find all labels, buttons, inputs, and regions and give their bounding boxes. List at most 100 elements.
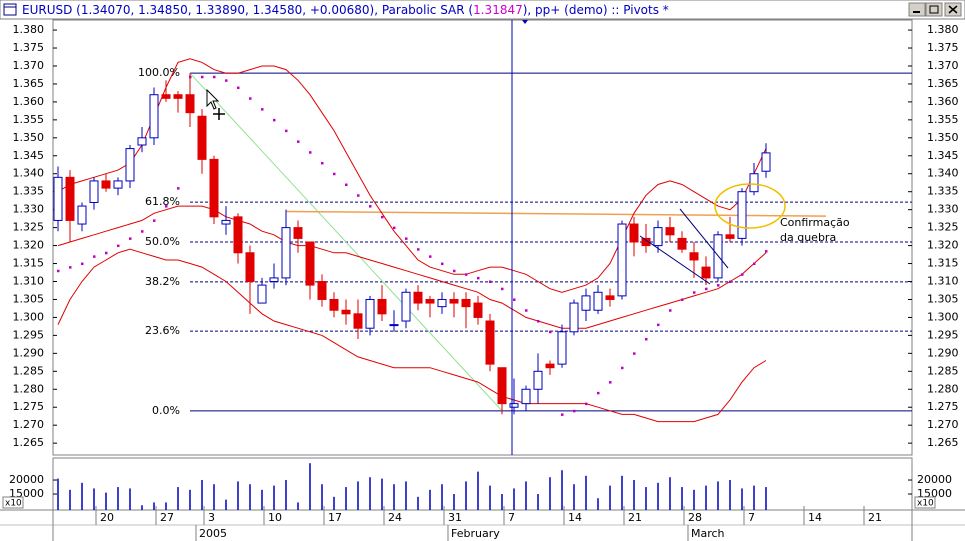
- y-tick-label-right: 1.310: [927, 275, 959, 288]
- sar-dot: [165, 205, 168, 208]
- sar-dot: [441, 262, 444, 266]
- x-tick-label: 3: [208, 511, 215, 524]
- sar-dot: [429, 255, 432, 258]
- candle-body: [413, 291, 423, 304]
- candle-body: [689, 252, 699, 261]
- candle-body: [245, 252, 255, 283]
- candle-body: [701, 266, 711, 279]
- month-label: February: [451, 527, 500, 540]
- sar-dot: [213, 75, 216, 79]
- candle-body: [677, 237, 687, 250]
- y-tick-label-left: 1.305: [13, 292, 45, 305]
- candle-body: [569, 302, 579, 333]
- candle-body: [641, 237, 651, 247]
- candle-body: [617, 223, 627, 297]
- sar-dot: [597, 391, 600, 395]
- y-tick-label-left: 1.285: [13, 364, 45, 377]
- candle-body: [137, 137, 147, 146]
- candle-body: [365, 298, 375, 329]
- sar-dot: [381, 215, 384, 219]
- fib-label: 100.0%: [138, 66, 180, 79]
- sar-dot: [729, 280, 732, 284]
- close-icon: [948, 5, 958, 14]
- sar-dot: [621, 366, 624, 370]
- x-tick-label: 20: [100, 511, 114, 524]
- y-tick-label-left: 1.365: [13, 77, 45, 90]
- sar-dot: [537, 320, 540, 323]
- x-tick-label: 17: [328, 511, 342, 524]
- y-tick-label-left: 1.310: [13, 275, 45, 288]
- bollinger-band: [57, 248, 767, 423]
- minimize-button[interactable]: [908, 2, 926, 17]
- cursor-marker: [522, 20, 528, 24]
- wedge-lower: [639, 235, 711, 285]
- bollinger-band: [57, 205, 767, 329]
- fib-diagonal: [189, 72, 503, 412]
- candle-body: [389, 324, 399, 327]
- y-tick-label-right: 1.295: [927, 328, 959, 341]
- y-tick-label-right: 1.270: [927, 418, 959, 431]
- y-tick-label-right: 1.330: [927, 203, 959, 216]
- candle-body: [545, 363, 555, 369]
- candle-body: [317, 281, 327, 300]
- candle-body: [221, 219, 231, 225]
- wedge-upper: [679, 208, 729, 269]
- sar-dot: [633, 352, 636, 355]
- sar-dot: [453, 269, 456, 273]
- sar-dot: [549, 330, 552, 334]
- candle-body: [497, 367, 507, 405]
- sar-dot: [717, 284, 720, 287]
- y-tick-label-left: 1.290: [13, 346, 45, 359]
- y-tick-label-left: 1.275: [13, 400, 45, 413]
- sar-dot: [657, 323, 660, 327]
- candle-body: [449, 298, 459, 304]
- annotation: Confirmação: [780, 216, 850, 229]
- sar-dot: [573, 409, 576, 413]
- fib-label: 0.0%: [152, 404, 180, 417]
- x-tick-label: 28: [688, 511, 702, 524]
- sar-dot: [393, 226, 396, 230]
- sar-dot: [765, 250, 768, 253]
- sar-dot: [237, 86, 240, 90]
- y-tick-label-right: 1.280: [927, 382, 959, 395]
- sar-dot: [525, 309, 528, 312]
- volume-panel: [52, 457, 913, 511]
- y-tick-label-left: 1.330: [13, 203, 45, 216]
- y-tick-label-left: 1.320: [13, 239, 45, 252]
- y-tick-label-right: 1.300: [927, 310, 959, 323]
- window-buttons[interactable]: [908, 2, 962, 17]
- candle-body: [173, 94, 183, 99]
- sar-dot: [93, 255, 96, 258]
- candle-body: [461, 298, 471, 308]
- sar-dot: [477, 276, 480, 280]
- sar-dot: [177, 187, 180, 190]
- candle-body: [605, 295, 615, 300]
- y-tick-label-right: 1.340: [927, 167, 959, 180]
- maximize-button[interactable]: [925, 2, 943, 17]
- candle-body: [377, 298, 387, 315]
- candle-body: [437, 298, 447, 308]
- x-tick-label: 21: [628, 511, 642, 524]
- sar-dot: [333, 172, 336, 176]
- x-tick-label: 7: [748, 511, 755, 524]
- candle-body: [761, 152, 771, 172]
- sar-dot: [753, 262, 756, 266]
- sar-dot: [513, 298, 516, 301]
- sar-dot: [273, 118, 276, 122]
- trend-line: [285, 210, 827, 217]
- candle-body: [485, 320, 495, 365]
- candle-body: [125, 148, 135, 182]
- fib-label: 38.2%: [145, 275, 180, 288]
- candle-body: [581, 295, 591, 311]
- candle-body: [329, 298, 339, 311]
- candle-body: [653, 227, 663, 247]
- candle-body: [293, 227, 303, 239]
- y-tick-label-left: 1.350: [13, 131, 45, 144]
- y-tick-label-left: 1.300: [13, 310, 45, 323]
- candle-body: [209, 158, 219, 218]
- sar-dot: [57, 269, 60, 273]
- mouse-pointer: [206, 88, 220, 110]
- sar-dot: [609, 381, 612, 384]
- sar-dot: [465, 273, 468, 276]
- sar-dot: [357, 194, 360, 197]
